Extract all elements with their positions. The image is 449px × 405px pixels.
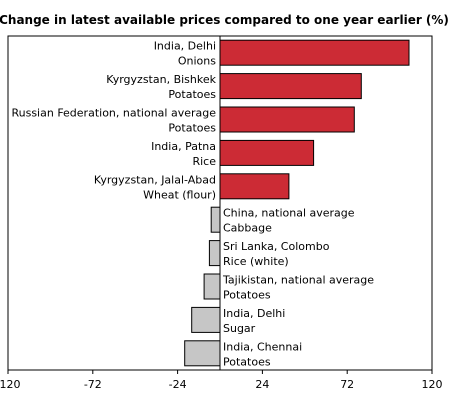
bar-label: Kyrgyzstan, Bishkek: [106, 73, 216, 86]
bar-label: India, Delhi: [154, 40, 216, 53]
chart-title: Change in latest available prices compar…: [0, 13, 449, 27]
bar-label: Sri Lanka, Colombo: [223, 240, 330, 253]
bar-sublabel: Cabbage: [223, 222, 272, 235]
x-tick-label: -120: [0, 378, 20, 391]
bar-item: China, national average Cabbage: [210, 206, 355, 235]
bar: [219, 173, 290, 200]
bar: [203, 273, 221, 300]
x-tick-label: 120: [422, 378, 443, 391]
bar-sublabel: Potatoes: [168, 122, 216, 135]
bar-label: Tajikistan, national average: [222, 274, 374, 287]
bar-label: China, national average: [223, 207, 355, 220]
bar-item: India, Delhi Sugar: [191, 306, 285, 335]
bar: [219, 139, 315, 166]
bar-label: India, Chennai: [223, 340, 302, 353]
bar-sublabel: Rice: [192, 155, 216, 168]
bar-sublabel: Sugar: [223, 322, 256, 335]
bar: [219, 39, 410, 66]
bar-sublabel: Onions: [178, 55, 216, 68]
bar: [210, 206, 221, 233]
bar-item: India, Chennai Potatoes: [184, 340, 302, 368]
bar: [219, 106, 355, 133]
bar: [219, 73, 362, 100]
bar-item: Tajikistan, national average Potatoes: [203, 273, 374, 302]
bar-sublabel: Rice (white): [223, 255, 289, 268]
bar-item: India, Delhi Onions: [154, 39, 410, 68]
bar-label: Kyrgyzstan, Jalal-Abad: [94, 173, 216, 186]
bar-sublabel: Potatoes: [223, 289, 271, 302]
bar-item: Kyrgyzstan, Jalal-Abad Wheat (flour): [94, 173, 290, 201]
bar: [208, 240, 221, 267]
bar-sublabel: Potatoes: [223, 355, 271, 368]
bar-item: Kyrgyzstan, Bishkek Potatoes: [106, 73, 362, 101]
bars-group: India, Delhi Onions Kyrgyzstan, Bishkek Pot…: [11, 39, 410, 368]
bar: [184, 340, 221, 367]
x-tick-label: 24: [255, 378, 269, 391]
bar-item: India, Patna Rice: [151, 139, 315, 168]
bar: [191, 306, 221, 333]
bar-label: India, Patna: [151, 140, 216, 153]
bar-item: Sri Lanka, Colombo Rice (white): [208, 240, 330, 268]
bar-label: India, Delhi: [223, 307, 285, 320]
bar-label: Russian Federation, national average: [11, 107, 216, 120]
x-axis: -120 -72 -24 24 72 120: [0, 370, 443, 391]
x-tick-label: -24: [169, 378, 187, 391]
bar-item: Russian Federation, national average Pota…: [11, 106, 355, 135]
x-tick-label: 72: [340, 378, 354, 391]
bar-sublabel: Wheat (flour): [143, 188, 216, 201]
x-tick-label: -72: [84, 378, 102, 391]
bar-sublabel: Potatoes: [168, 88, 216, 101]
